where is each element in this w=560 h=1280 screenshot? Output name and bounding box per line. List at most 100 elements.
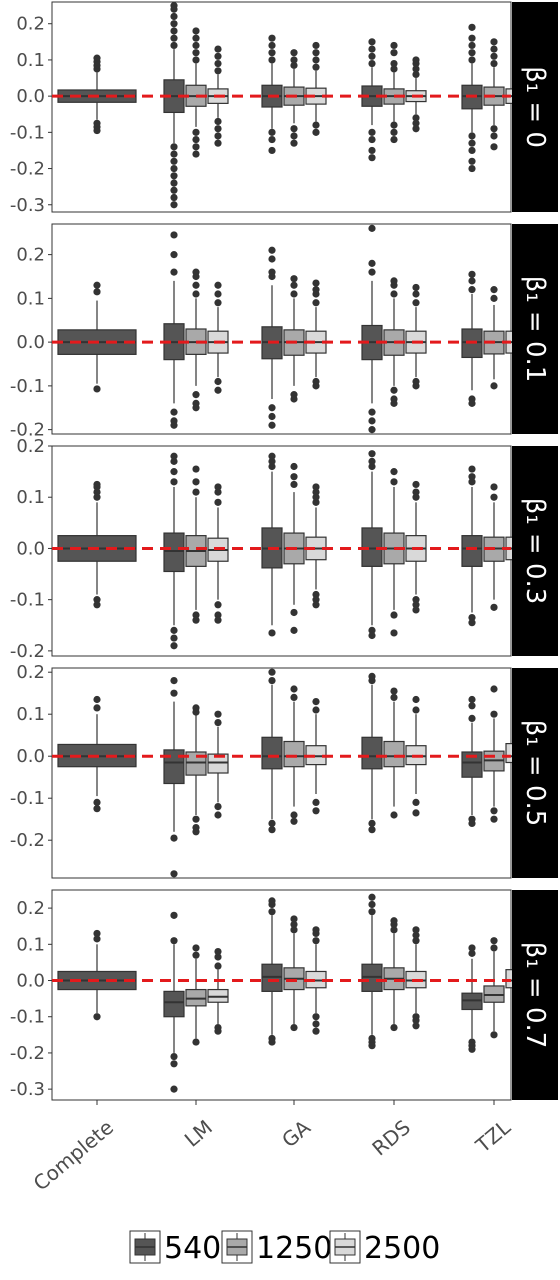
outlier-point — [290, 56, 298, 64]
outlier-point — [170, 689, 178, 697]
outlier-point — [468, 613, 476, 622]
outlier-point — [268, 49, 276, 57]
outlier-point — [268, 135, 276, 144]
outlier-point — [268, 677, 276, 685]
outlier-point — [268, 128, 276, 136]
outlier-point — [214, 710, 222, 718]
outlier-point — [170, 634, 178, 642]
box-tzl-1250 — [483, 286, 505, 390]
outlier-point — [312, 937, 320, 945]
outlier-point — [268, 146, 276, 155]
outlier-point — [290, 281, 298, 289]
outlier-point — [290, 132, 298, 140]
outlier-point — [214, 117, 222, 126]
outlier-point — [214, 611, 222, 619]
strip-label: β₁ = 0 — [520, 66, 550, 148]
outlier-point — [390, 611, 398, 619]
box-lm-1250 — [185, 704, 207, 836]
outlier-point — [412, 1016, 420, 1024]
outlier-point — [170, 34, 178, 42]
y-tick-label: -0.1 — [10, 122, 45, 143]
outlier-point — [312, 382, 320, 390]
outlier-point — [368, 631, 376, 640]
y-tick-label: -0.3 — [10, 1079, 45, 1100]
strip-background — [512, 890, 558, 1100]
outlier-point — [214, 488, 222, 496]
outlier-point — [93, 798, 101, 807]
outlier-point — [170, 27, 178, 35]
outlier-point — [390, 811, 398, 819]
outlier-point — [192, 56, 200, 64]
outlier-point — [170, 911, 178, 919]
box-tzl-540 — [461, 944, 483, 1053]
x-category-label: TZL — [470, 1115, 515, 1158]
outlier-point — [312, 926, 320, 934]
outlier-point — [268, 1038, 276, 1046]
outlier-point — [170, 268, 178, 276]
strip-background — [512, 2, 558, 212]
legend: 540 1250 2500 — [129, 1230, 440, 1266]
outlier-point — [368, 417, 376, 425]
outlier-point — [214, 811, 222, 819]
outlier-point — [490, 807, 498, 815]
y-tick-label: 0.1 — [16, 934, 45, 955]
outlier-point — [268, 457, 276, 465]
y-tick-label: -0.2 — [10, 830, 45, 851]
outlier-point — [390, 135, 398, 144]
outlier-point — [214, 483, 222, 491]
outlier-point — [192, 465, 200, 473]
outlier-point — [170, 421, 178, 429]
x-category-label: GA — [277, 1115, 315, 1152]
box-body — [283, 740, 305, 768]
x-category-label: Complete — [29, 1115, 118, 1195]
outlier-point — [290, 395, 298, 403]
outlier-point — [468, 23, 476, 31]
outlier-point — [192, 944, 200, 952]
y-tick-label: 0.0 — [16, 746, 45, 767]
outlier-point — [390, 926, 398, 934]
box-lm-540 — [163, 231, 185, 429]
box-body — [163, 990, 185, 1018]
outlier-point — [368, 268, 376, 276]
outlier-point — [468, 944, 476, 952]
outlier-point — [312, 299, 320, 307]
outlier-point — [170, 1060, 178, 1068]
panel-4: -0.3 -0.2 -0.1 0.0 0.1 0.2 β₁ = 0.7 — [10, 889, 558, 1101]
outlier-point — [390, 386, 398, 394]
outlier-point — [490, 815, 498, 823]
y-tick-label: -0.3 — [10, 195, 45, 216]
y-tick-label: 0.0 — [16, 86, 45, 107]
outlier-point — [170, 870, 178, 878]
outlier-point — [214, 1027, 222, 1035]
legend-label: 2500 — [364, 1231, 440, 1266]
strip-label: β₁ = 0.1 — [520, 276, 550, 383]
outlier-point — [468, 164, 476, 173]
outlier-point — [368, 462, 376, 471]
outlier-point — [93, 54, 101, 62]
outlier-point — [192, 488, 200, 496]
outlier-point — [412, 931, 420, 939]
outlier-point — [390, 59, 398, 68]
outlier-point — [412, 299, 420, 307]
legend-label: 540 — [164, 1231, 221, 1266]
outlier-point — [468, 695, 476, 704]
outlier-point — [268, 246, 276, 254]
outlier-point — [468, 132, 476, 140]
y-tick-label: 0.2 — [16, 898, 45, 919]
outlier-point — [412, 798, 420, 807]
outlier-point — [312, 286, 320, 294]
outlier-point — [268, 255, 276, 263]
outlier-point — [490, 493, 498, 501]
outlier-point — [214, 290, 222, 298]
outlier-point — [390, 917, 398, 925]
outlier-point — [412, 283, 420, 292]
box-rds-540 — [361, 893, 383, 1050]
outlier-point — [170, 150, 178, 158]
outlier-point — [468, 1045, 476, 1053]
outlier-point — [412, 596, 420, 604]
outlier-point — [412, 937, 420, 945]
outlier-point — [170, 408, 178, 416]
outlier-point — [412, 65, 420, 73]
outlier-point — [290, 275, 298, 283]
outlier-point — [368, 128, 376, 136]
